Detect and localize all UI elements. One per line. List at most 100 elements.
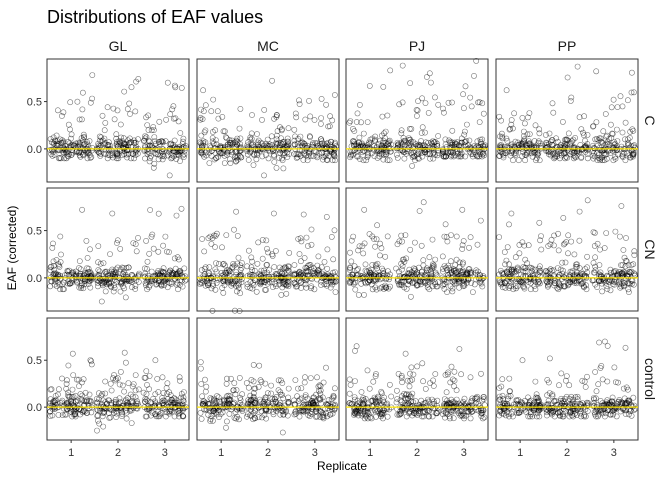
data-point [562, 140, 568, 147]
data-point [96, 268, 103, 275]
data-point [558, 152, 565, 159]
data-point [208, 108, 215, 115]
data-point [124, 106, 131, 112]
data-point [197, 116, 204, 123]
x-axis-title: Replicate [317, 459, 367, 473]
data-point [327, 113, 333, 120]
data-point [571, 144, 578, 151]
data-point [418, 130, 425, 136]
data-point [362, 261, 369, 268]
data-point [421, 274, 428, 281]
data-point [564, 154, 571, 161]
data-point [146, 250, 153, 257]
data-point [529, 153, 536, 160]
x-tick-label: 1 [517, 447, 523, 459]
data-point [522, 120, 528, 127]
data-point [109, 150, 116, 157]
data-point [502, 150, 509, 156]
data-point [594, 150, 601, 156]
data-point [405, 135, 412, 141]
data-point [506, 126, 513, 133]
data-point [144, 258, 151, 265]
data-point [140, 138, 147, 144]
data-point [163, 116, 169, 123]
data-point [318, 138, 325, 145]
data-point [293, 275, 300, 282]
data-point [282, 144, 288, 151]
data-point [109, 154, 116, 161]
data-point [590, 144, 597, 151]
data-point [291, 137, 298, 144]
data-point [121, 285, 128, 292]
data-point [50, 258, 57, 265]
data-point [451, 152, 458, 159]
data-point [53, 132, 60, 139]
data-point [169, 154, 175, 161]
data-point [425, 267, 432, 274]
data-point [48, 151, 55, 157]
data-point [52, 278, 58, 285]
data-point [233, 208, 239, 215]
data-point [451, 141, 458, 148]
data-point [104, 104, 111, 111]
data-point [94, 274, 101, 281]
data-point [432, 139, 439, 145]
data-point [50, 240, 56, 247]
data-point [259, 255, 266, 262]
data-point [273, 164, 280, 171]
data-point [171, 82, 178, 89]
data-point [468, 103, 475, 110]
data-point [609, 131, 616, 137]
data-point [386, 157, 393, 164]
data-point [378, 245, 385, 252]
data-point [507, 125, 513, 132]
data-point [265, 249, 271, 256]
data-point [281, 281, 288, 288]
data-point [384, 157, 391, 164]
data-point [407, 80, 413, 86]
data-point [206, 160, 213, 166]
data-point [220, 128, 227, 135]
data-point [398, 139, 405, 146]
data-point [598, 139, 605, 145]
data-point [208, 241, 215, 247]
facet-panel [196, 317, 340, 441]
data-point [244, 263, 250, 270]
data-point [562, 155, 568, 162]
data-point [161, 269, 168, 276]
data-point [226, 156, 233, 163]
data-point [315, 267, 322, 274]
data-point [512, 144, 518, 151]
data-point [380, 267, 387, 274]
data-point [290, 276, 297, 283]
data-point [273, 141, 280, 148]
data-point [597, 138, 604, 145]
data-point [349, 271, 356, 278]
data-point [364, 273, 371, 280]
data-point [557, 150, 564, 156]
data-point [77, 153, 84, 160]
data-point [48, 263, 55, 270]
data-point [150, 127, 157, 134]
data-point [332, 141, 338, 147]
data-point [179, 283, 186, 290]
data-point [347, 249, 353, 256]
data-point [348, 151, 355, 158]
data-point [99, 112, 106, 119]
data-point [213, 155, 219, 162]
data-point [103, 281, 110, 288]
data-point [221, 128, 228, 135]
data-point [197, 280, 203, 287]
data-point [65, 280, 71, 287]
data-point [76, 116, 83, 123]
data-point [406, 266, 413, 273]
data-point [318, 282, 324, 288]
data-point [222, 134, 229, 141]
data-point [432, 94, 438, 101]
data-point [499, 135, 506, 142]
data-point [87, 284, 94, 291]
data-point [235, 282, 242, 289]
data-point [603, 133, 610, 140]
data-point [215, 115, 222, 122]
data-point [234, 232, 241, 239]
